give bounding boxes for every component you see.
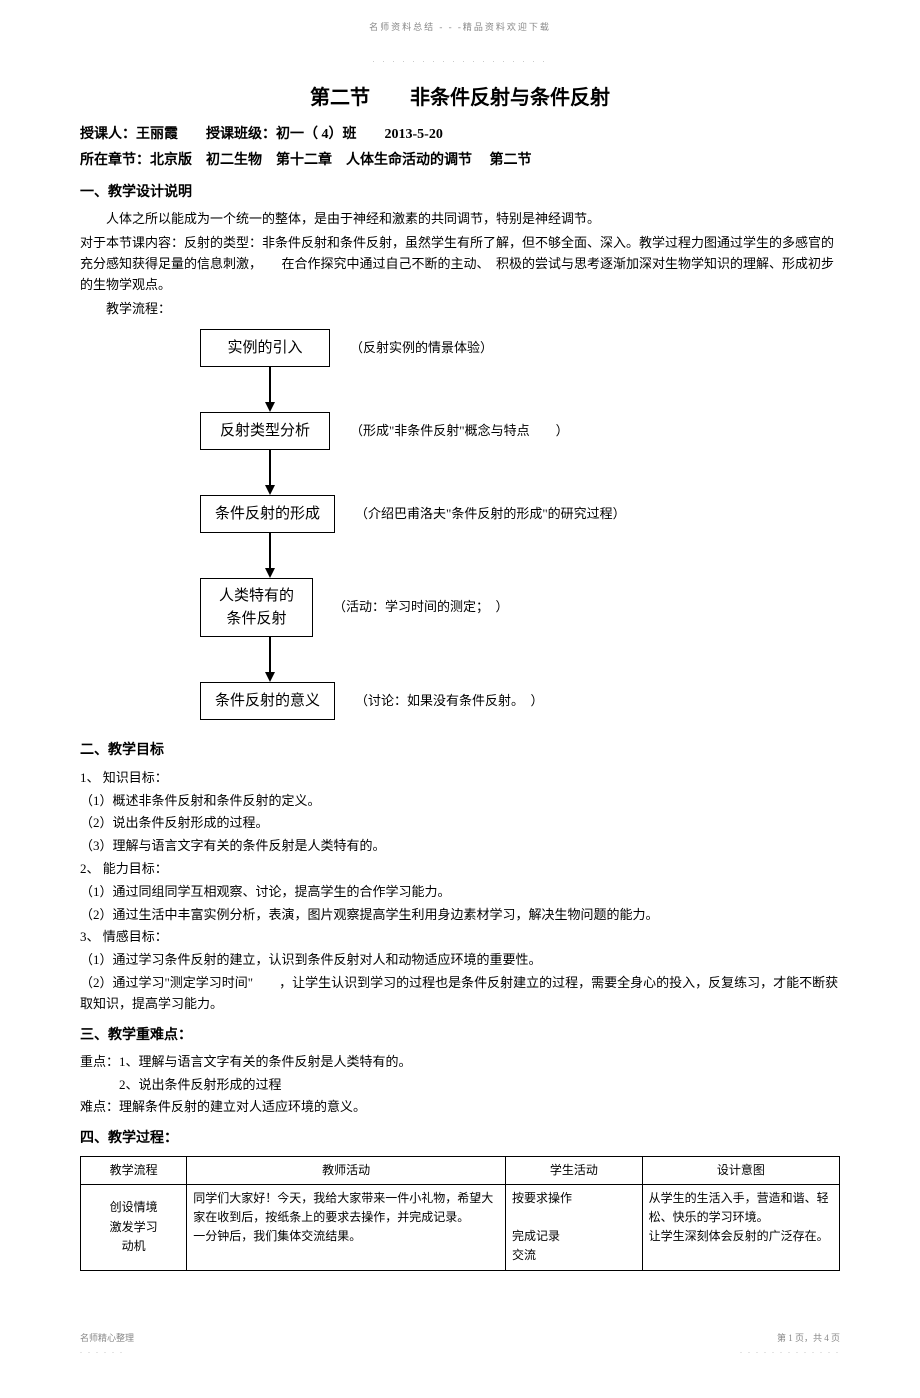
td-3: 按要求操作 完成记录交流 [506,1184,643,1270]
section2-title: 二、教学目标 [80,740,840,762]
flow-arrow-3 [260,533,840,578]
main-title: 第二节 非条件反射与条件反射 [80,82,840,114]
flow-label-3: （介绍巴甫洛夫"条件反射的形成"的研究过程） [355,504,626,525]
g3-1: （1）通过学习条件反射的建立，认识到条件反射对人和动物适应环境的重要性。 [80,950,840,971]
th-1: 教学流程 [81,1156,187,1184]
footer-right-dots: . . . . . . . . . . . . . [740,1345,840,1358]
g1-1: （1）概述非条件反射和条件反射的定义。 [80,791,840,812]
info-line-1: 授课人：王丽霞 授课班级：初一（ 4）班 2013-5-20 [80,124,840,146]
s3-p3: 难点：理解条件反射的建立对人适应环境的意义。 [80,1097,840,1118]
flowchart: 实例的引入 （反射实例的情景体验） 反射类型分析 （形成"非条件反射"概念与特点… [200,329,840,720]
flow-arrow-4 [260,637,840,682]
g1-2: （2）说出条件反射形成的过程。 [80,813,840,834]
g3-2: （2）通过学习"测定学习时间" ，让学生认识到学习的过程也是条件反射建立的过程，… [80,973,840,1015]
flow-label-1: （反射实例的情景体验） [350,338,493,359]
flow-box-4-l2: 条件反射 [219,608,294,631]
td-1: 创设情境激发学习动机 [81,1184,187,1270]
footer-right: 第 1 页，共 4 页 [740,1331,840,1345]
table-header-row: 教学流程 教师活动 学生活动 设计意图 [81,1156,840,1184]
flow-label-5: （讨论：如果没有条件反射。 ） [355,691,544,712]
footer: 名师精心整理 . . . . . . 第 1 页，共 4 页 . . . . .… [80,1331,840,1358]
s3-p1: 重点：1、理解与语言文字有关的条件反射是人类特有的。 [80,1052,840,1073]
section4-title: 四、教学过程： [80,1128,840,1150]
section1-p1: 人体之所以能成为一个统一的整体，是由于神经和激素的共同调节，特别是神经调节。 [80,209,840,230]
th-3: 学生活动 [506,1156,643,1184]
flow-box-4-l1: 人类特有的 [219,585,294,608]
header-dots: . . . . . . . . . . . . . . . . . . [80,54,840,67]
flow-box-4: 人类特有的 条件反射 [200,578,313,637]
flow-box-3: 条件反射的形成 [200,495,335,533]
g2-2: （2）通过生活中丰富实例分析，表演，图片观察提高学生利用身边素材学习，解决生物问… [80,905,840,926]
section3-title: 三、教学重难点： [80,1025,840,1047]
flow-label-2: （形成"非条件反射"概念与特点 ） [350,421,569,442]
g1-title: 1、 知识目标： [80,768,840,789]
section1-title: 一、教学设计说明 [80,182,840,204]
flow-box-2: 反射类型分析 [200,412,330,450]
flow-arrow-1 [260,367,840,412]
flow-box-1: 实例的引入 [200,329,330,367]
td-4: 从学生的生活入手，营造和谐、轻松、快乐的学习环境。让学生深刻体会反射的广泛存在。 [642,1184,839,1270]
th-4: 设计意图 [642,1156,839,1184]
table-row: 创设情境激发学习动机 同学们大家好！今天，我给大家带来一件小礼物，希望大家在收到… [81,1184,840,1270]
info-line-2: 所在章节：北京版 初二生物 第十二章 人体生命活动的调节 第二节 [80,150,840,172]
process-table: 教学流程 教师活动 学生活动 设计意图 创设情境激发学习动机 同学们大家好！今天… [80,1156,840,1271]
g2-title: 2、 能力目标： [80,859,840,880]
flow-arrow-2 [260,450,840,495]
g1-3: （3）理解与语言文字有关的条件反射是人类特有的。 [80,836,840,857]
footer-left-dots: . . . . . . [80,1345,134,1358]
flow-label: 教学流程： [80,299,840,320]
flow-box-5: 条件反射的意义 [200,682,335,720]
th-2: 教师活动 [187,1156,506,1184]
footer-left: 名师精心整理 [80,1331,134,1345]
section1-p2: 对于本节课内容：反射的类型：非条件反射和条件反射，虽然学生有所了解，但不够全面、… [80,233,840,295]
td-2: 同学们大家好！今天，我给大家带来一件小礼物，希望大家在收到后，按纸条上的要求去操… [187,1184,506,1270]
header-note: 名师资料总结 - - -精品资料欢迎下载 [80,20,840,34]
g2-1: （1）通过同组同学互相观察、讨论，提高学生的合作学习能力。 [80,882,840,903]
flow-label-4: （活动：学习时间的测定； ） [333,597,509,618]
s3-p2: 2、说出条件反射形成的过程 [80,1075,840,1096]
g3-title: 3、 情感目标： [80,927,840,948]
